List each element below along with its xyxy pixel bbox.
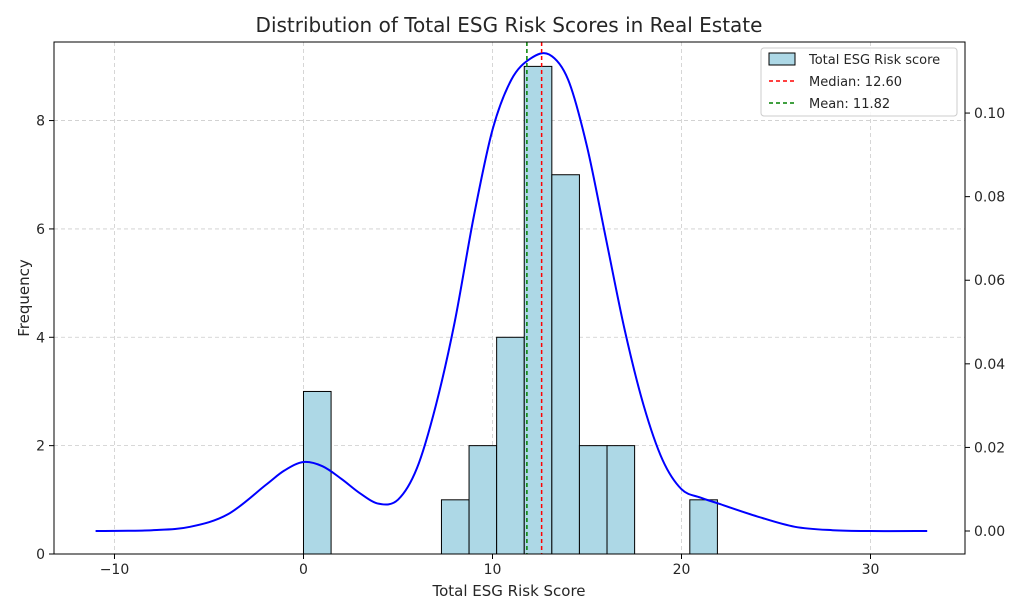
legend-box: [760, 47, 958, 117]
x-tick-label: 30: [862, 562, 880, 578]
legend-label-mean: Mean: 11.82: [809, 97, 890, 112]
histogram-bar: [551, 174, 580, 555]
y2-tick-label: 0.04: [974, 357, 1005, 373]
histogram-bar: [440, 499, 470, 555]
x-axis-label: Total ESG Risk Score: [431, 582, 585, 600]
legend-label-median: Median: 12.60: [809, 75, 902, 90]
y-tick-label: 2: [36, 439, 45, 455]
legend-label-histogram: Total ESG Risk score: [808, 53, 940, 68]
x-tick-label: −10: [100, 562, 130, 578]
y2-tick-label: 0.10: [974, 106, 1005, 122]
chart-title: Distribution of Total ESG Risk Scores in…: [256, 13, 763, 37]
histogram-bar: [468, 445, 498, 555]
y-tick-label: 0: [36, 547, 45, 563]
reference-lines: [526, 42, 543, 554]
kde-curve-group: [95, 52, 928, 533]
y-tick-label: 6: [36, 222, 45, 238]
y-axis-label: Frequency: [15, 259, 33, 337]
plot-frame: [53, 41, 966, 555]
legend: Total ESG Risk score Median: 12.60 Mean:…: [760, 47, 958, 117]
histogram-bar: [606, 445, 636, 555]
histogram-bars: [302, 65, 718, 555]
axis-ticks: −10 0 10 20 30 0 2 4 6 8 0.00 0.02 0.04 0.06 0.08 0.10: [36, 106, 1005, 578]
x-tick-label: 10: [484, 562, 502, 578]
y-tick-label: 4: [36, 330, 45, 346]
y-tick-label: 8: [36, 114, 45, 130]
y2-tick-label: 0.02: [974, 440, 1005, 456]
histogram-bar: [578, 445, 608, 555]
y2-tick-label: 0.06: [974, 273, 1005, 289]
legend-swatch-histogram: [768, 52, 796, 66]
x-tick-label: 20: [673, 562, 691, 578]
y2-tick-label: 0.08: [974, 190, 1005, 206]
histogram-bar: [496, 336, 525, 555]
kde-curve: [95, 52, 928, 533]
histogram-bar: [689, 499, 718, 555]
histogram-bar: [523, 65, 553, 555]
y2-tick-label: 0.00: [974, 524, 1005, 540]
x-tick-label: 0: [299, 562, 308, 578]
histogram-bar: [302, 390, 332, 555]
